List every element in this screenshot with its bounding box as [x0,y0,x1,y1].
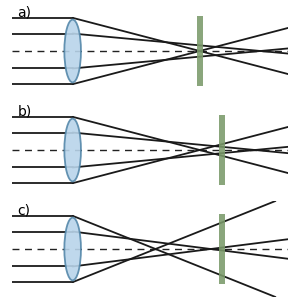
Ellipse shape [64,118,81,182]
Text: b): b) [18,105,32,119]
Ellipse shape [64,20,81,82]
Bar [219,115,225,185]
Text: c): c) [18,204,30,218]
Text: a): a) [18,6,31,20]
Bar [219,214,225,284]
Ellipse shape [64,218,81,280]
Bar [197,16,203,86]
